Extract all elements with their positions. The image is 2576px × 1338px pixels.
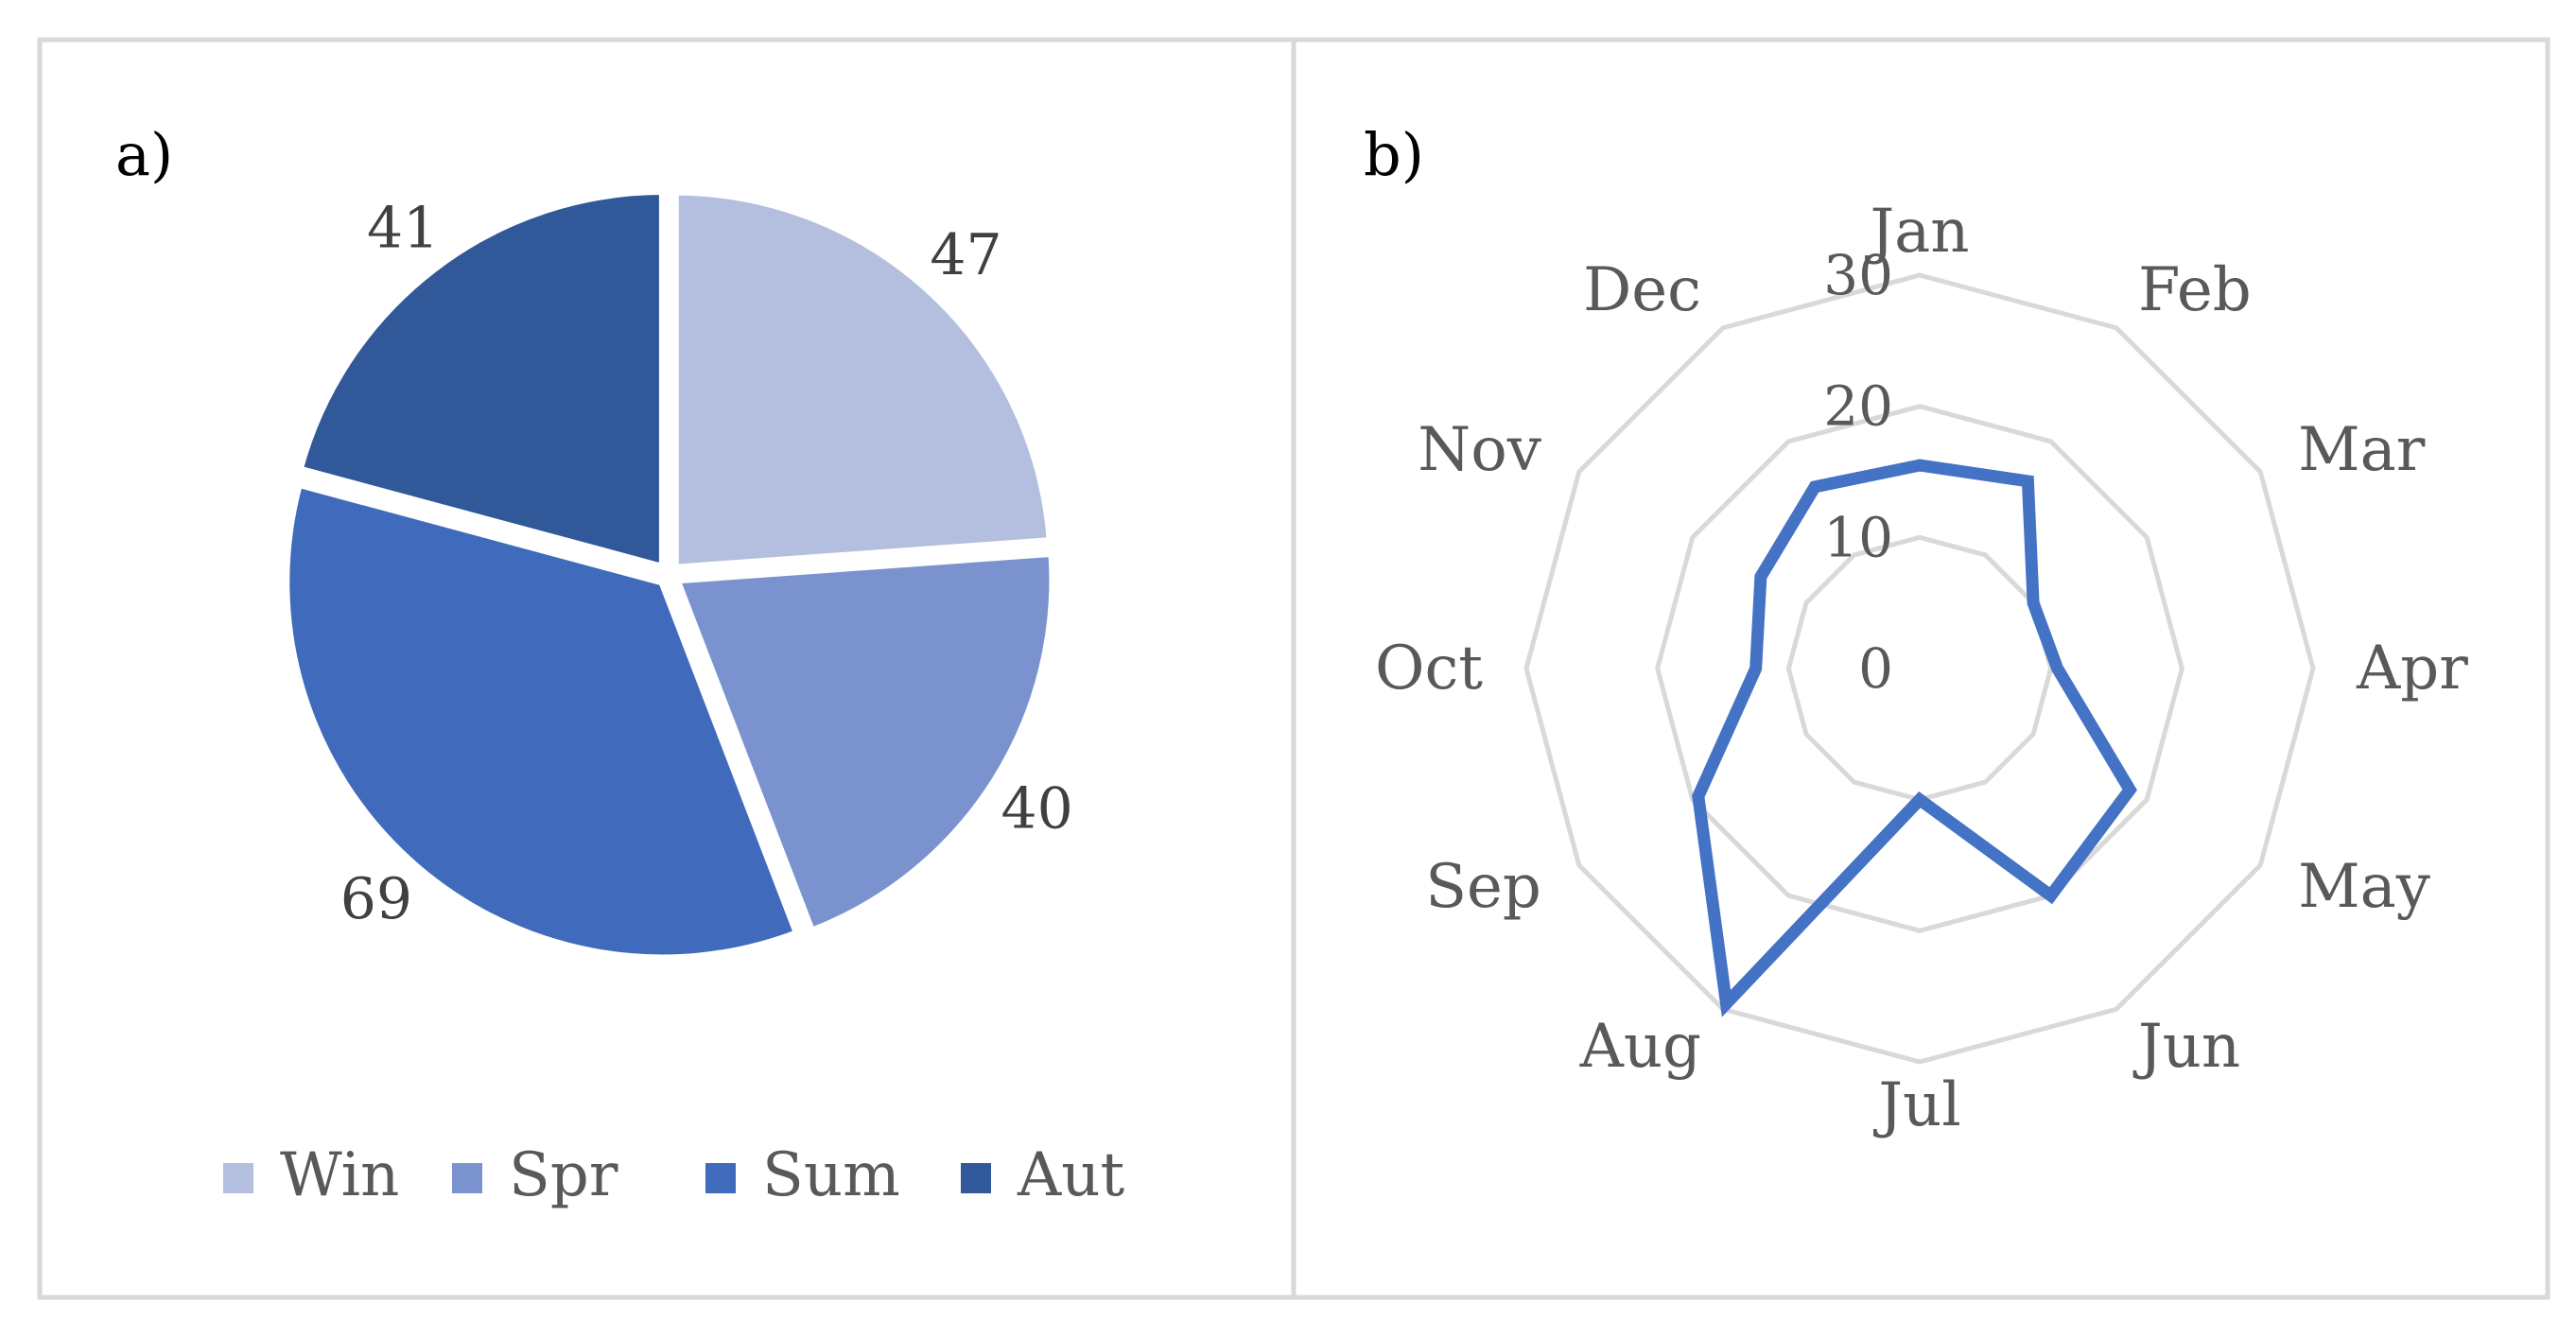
pie-chart: a) 47 40 69 41 Win Spr Sum Aut <box>115 120 1124 1210</box>
radar-point-apr <box>2055 667 2060 670</box>
radar-chart: b) 0 10 20 30 Jan Feb Mar Apr May Jun Jul Aug Sep Oc… <box>1364 120 2468 1140</box>
pie-value-label-aut: 41 <box>367 196 439 262</box>
radar-tick-label-10: 10 <box>1823 505 1893 569</box>
pie-slices <box>282 187 1057 963</box>
radar-point-mar <box>2031 600 2036 605</box>
radar-tick-label-30: 30 <box>1823 243 1893 307</box>
radar-category-label-may: May <box>2298 852 2430 922</box>
radar-point-oct <box>1753 667 1758 670</box>
pie-value-label-spr: 40 <box>1001 776 1072 843</box>
pie-data-labels: 47 40 69 41 <box>340 196 1073 932</box>
radar-grid-ring-30 <box>1523 272 2316 1065</box>
legend-label-win: Win <box>280 1140 399 1210</box>
radar-grid-ring-10 <box>1785 534 2054 803</box>
legend-swatch-aut <box>961 1163 991 1193</box>
radar-category-label-nov: Nov <box>1418 415 1541 485</box>
legend-swatch-spr <box>452 1163 482 1193</box>
pie-slice-sum <box>282 479 803 963</box>
panel-b-frame <box>1291 37 2550 1300</box>
radar-grid <box>1523 272 2316 1065</box>
radar-point-may <box>2128 788 2132 792</box>
radar-category-label-sep: Sep <box>1425 852 1541 922</box>
radar-tick-labels: 0 10 20 30 <box>1823 243 1893 701</box>
legend-label-spr: Spr <box>509 1140 618 1210</box>
radar-tick-label-20: 20 <box>1823 374 1893 439</box>
pie-value-label-sum: 69 <box>340 866 412 932</box>
radar-point-jul <box>1918 797 1922 802</box>
legend-swatch-win <box>223 1163 253 1193</box>
legend-swatch-sum <box>705 1163 736 1193</box>
radar-category-label-dec: Dec <box>1583 255 1701 325</box>
radar-category-label-mar: Mar <box>2298 415 2426 485</box>
pie-value-label-win: 47 <box>930 222 1001 288</box>
radar-point-nov <box>1758 574 1763 579</box>
pie-slice-win <box>670 187 1055 572</box>
pie-slice-spr <box>670 548 1057 937</box>
radar-category-label-apr: Apr <box>2356 634 2468 704</box>
radar-category-label-oct: Oct <box>1375 634 1483 704</box>
radar-tick-label-0: 0 <box>1858 636 1893 701</box>
radar-point-feb <box>2026 478 2030 483</box>
radar-category-labels: Jan Feb Mar Apr May Jun Jul Aug Sep Oct Nov Dec <box>1375 197 2468 1140</box>
radar-point-dec <box>1813 484 1818 489</box>
radar-point-jan <box>1918 463 1922 468</box>
panel-b-label: b) <box>1364 120 1424 189</box>
radar-category-label-feb: Feb <box>2138 255 2252 325</box>
radar-category-label-aug: Aug <box>1579 1012 1701 1082</box>
radar-series-line <box>1692 459 2137 1017</box>
legend-label-aut: Aut <box>1017 1140 1124 1210</box>
panel-a-label: a) <box>115 120 173 189</box>
radar-category-label-jan: Jan <box>1864 197 1969 267</box>
radar-point-jun <box>2048 894 2053 898</box>
radar-grid-ring-20 <box>1655 404 2184 933</box>
radar-series <box>1692 459 2137 1017</box>
radar-point-sep <box>1696 794 1700 799</box>
pie-legend: Win Spr Sum Aut <box>223 1140 1124 1210</box>
pie-slice-aut <box>294 187 667 573</box>
radar-point-aug <box>1724 1001 1729 1006</box>
radar-category-label-jun: Jun <box>2132 1012 2240 1082</box>
radar-category-label-jul: Jul <box>1872 1070 1960 1140</box>
legend-label-sum: Sum <box>762 1140 900 1210</box>
